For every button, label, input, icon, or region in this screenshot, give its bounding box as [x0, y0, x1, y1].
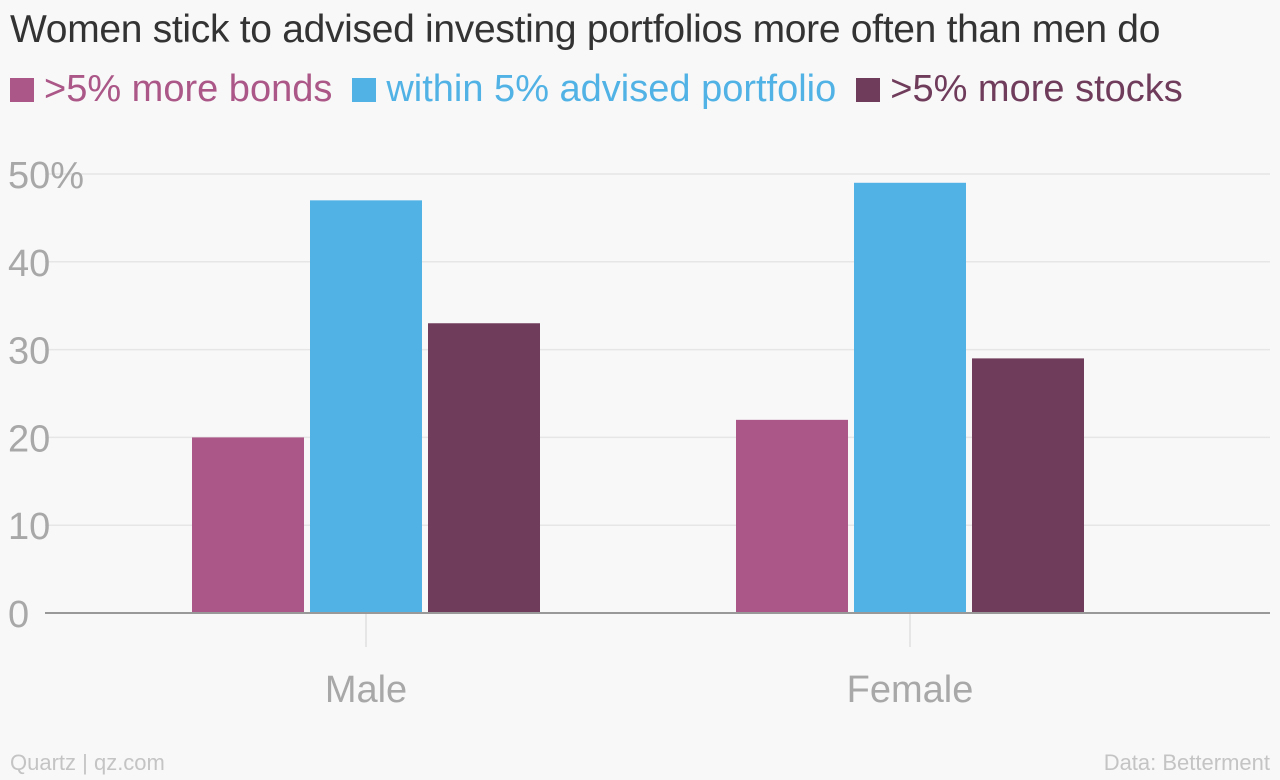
- bar-male-0: [192, 437, 304, 613]
- legend-item-advised: within 5% advised portfolio: [352, 68, 836, 111]
- legend: >5% more bonds within 5% advised portfol…: [10, 68, 1203, 111]
- bar-female-2: [972, 358, 1084, 613]
- legend-label-stocks: >5% more stocks: [890, 68, 1183, 110]
- bar-female-1: [854, 182, 966, 613]
- legend-label-advised: within 5% advised portfolio: [386, 68, 837, 110]
- bar-male-1: [310, 200, 422, 613]
- bar-female-0: [736, 419, 848, 613]
- legend-label-bonds: >5% more bonds: [44, 68, 333, 110]
- y-tick-label: 30: [8, 331, 50, 373]
- legend-swatch-stocks: [856, 77, 881, 102]
- y-tick-label: 10: [8, 506, 50, 548]
- legend-item-stocks: >5% more stocks: [856, 68, 1183, 111]
- y-tick-label: 20: [8, 418, 50, 460]
- y-tick-label: 40: [8, 243, 50, 285]
- legend-item-bonds: >5% more bonds: [10, 68, 332, 111]
- chart-title: Women stick to advised investing portfol…: [10, 8, 1161, 51]
- y-tick-label: 50%: [8, 155, 84, 197]
- bar-male-2: [428, 323, 540, 613]
- x-tick-label: Male: [325, 669, 407, 711]
- legend-swatch-advised: [352, 77, 377, 102]
- y-tick-label: 0: [8, 594, 29, 636]
- source-credit: Quartz | qz.com: [10, 750, 165, 775]
- legend-swatch-bonds: [10, 77, 34, 102]
- x-tick-label: Female: [847, 669, 974, 711]
- data-source: Data: Betterment: [1103, 750, 1270, 775]
